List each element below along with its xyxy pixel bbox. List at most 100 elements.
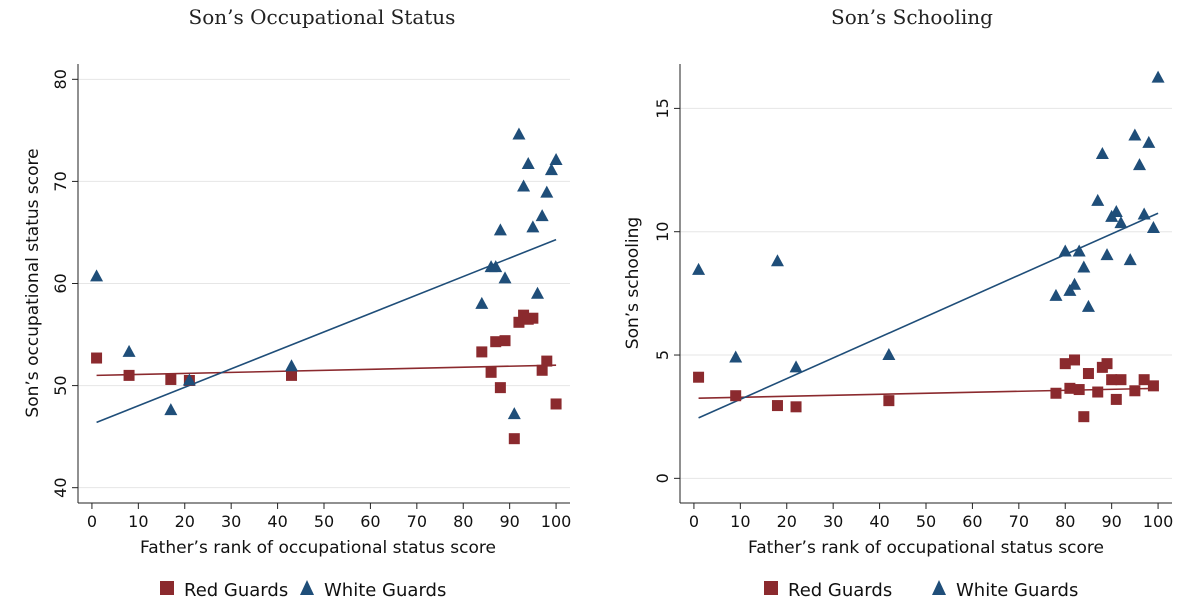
white-guards-point	[182, 373, 196, 386]
red-guards-point	[91, 352, 103, 364]
white-guards-point	[882, 348, 896, 361]
panel-1-fit-lines	[96, 238, 557, 424]
red-guards-fit-line	[96, 364, 557, 377]
red-guards-point	[1069, 354, 1081, 366]
red-guards-point	[693, 371, 705, 383]
red-guards-point	[123, 369, 135, 381]
x-tick-label-20: 20	[175, 512, 195, 531]
legend-2-white-guards-label: White Guards	[956, 580, 1078, 601]
white-guards-point	[521, 157, 535, 170]
white-guards-point	[512, 127, 526, 140]
red-guards-point	[513, 316, 525, 328]
panel-1-x-axis-label: Father’s rank of occupational status sco…	[140, 538, 496, 558]
red-guards-point	[550, 398, 562, 410]
y-tick-label-80: 80	[51, 69, 70, 89]
x-tick-label-80: 80	[1055, 512, 1075, 531]
x-tick-label-30: 30	[221, 512, 241, 531]
panel-occupational-status: Son’s Occupational Status 40 50 60 70 80 0 10 2…	[23, 5, 571, 601]
red-guards-point	[494, 382, 506, 394]
red-guards-point	[508, 433, 520, 445]
white-guards-point	[789, 360, 803, 373]
red-guards-point	[1082, 368, 1094, 380]
legend-2-white-guards-swatch	[932, 580, 946, 595]
white-guards-point	[493, 223, 507, 236]
x-tick-label-70: 70	[1009, 512, 1029, 531]
red-guards-point	[1106, 374, 1118, 386]
red-guards-point	[790, 401, 802, 413]
white-guards-point	[1114, 216, 1128, 229]
white-guards-point	[531, 286, 545, 299]
red-guards-point	[499, 335, 511, 347]
panel-1-ticks: 40 50 60 70 80 0 10 20 30 40 50 60 70 80 90 100	[51, 69, 571, 531]
x-tick-label-0: 0	[689, 512, 699, 531]
panel-2-y-axis-label: Son’s schooling	[623, 217, 643, 349]
white-guards-point	[535, 209, 549, 222]
legend-2-red-guards-label: Red Guards	[788, 580, 892, 601]
white-guards-point	[1146, 221, 1160, 234]
white-guards-point	[507, 407, 521, 420]
x-tick-label-30: 30	[823, 512, 843, 531]
red-guards-point	[1078, 411, 1090, 423]
x-tick-label-50: 50	[916, 512, 936, 531]
x-tick-label-0: 0	[87, 512, 97, 531]
x-tick-label-80: 80	[453, 512, 473, 531]
panel-1-points	[90, 127, 563, 445]
white-guards-point	[1091, 193, 1105, 206]
red-guards-point	[485, 366, 497, 378]
x-tick-label-10: 10	[730, 512, 750, 531]
white-guards-point	[1068, 277, 1082, 290]
red-guards-point	[286, 369, 298, 381]
white-guards-point	[1123, 253, 1137, 266]
panel-1-gridlines	[78, 78, 570, 489]
y-tick-label-70: 70	[51, 171, 70, 191]
red-guards-point	[1138, 374, 1150, 386]
white-guards-point	[540, 185, 554, 198]
panel-1-y-axis-label: Son’s occupational status score	[23, 148, 43, 417]
x-tick-label-50: 50	[314, 512, 334, 531]
white-guards-point	[526, 220, 540, 233]
panel-2-points	[692, 70, 1165, 423]
panel-2-x-axis-label: Father’s rank of occupational status sco…	[748, 538, 1104, 558]
red-guards-point	[730, 390, 742, 402]
x-tick-label-60: 60	[360, 512, 380, 531]
white-guards-point	[164, 403, 178, 416]
red-guards-point	[1129, 385, 1141, 397]
red-guards-point	[1059, 358, 1071, 370]
red-guards-point	[1147, 380, 1159, 392]
red-guards-fit-line	[698, 387, 1159, 399]
white-guards-point	[692, 262, 706, 275]
white-guards-point	[1133, 158, 1147, 171]
legend-2-red-guards-swatch	[764, 581, 778, 595]
panel-2-title: Son’s Schooling	[831, 5, 993, 29]
panel-2-gridlines	[680, 107, 1172, 479]
panel-1-legend: Red Guards White Guards	[160, 580, 446, 601]
y-tick-label-5: 5	[653, 350, 672, 360]
red-guards-point	[1064, 382, 1076, 394]
white-guards-point	[1077, 260, 1091, 273]
y-tick-label-15: 15	[653, 98, 672, 118]
white-guards-point	[544, 163, 558, 176]
white-guards-point	[1063, 283, 1077, 296]
white-guards-point	[549, 152, 563, 165]
y-tick-label-60: 60	[51, 273, 70, 293]
white-guards-point	[489, 260, 503, 273]
panel-schooling: Son’s Schooling 0 5 10 15 0 10 20 30 40 50 60 70 80 9…	[623, 5, 1173, 601]
white-guards-point	[770, 254, 784, 267]
red-guards-point	[883, 395, 895, 407]
red-guards-point	[490, 336, 502, 348]
white-guards-fit-line	[698, 212, 1159, 419]
x-tick-label-40: 40	[267, 512, 287, 531]
white-guards-point	[122, 344, 136, 357]
red-guards-point	[1050, 387, 1062, 399]
x-tick-label-10: 10	[128, 512, 148, 531]
y-tick-label-50: 50	[51, 375, 70, 395]
white-guards-point	[1081, 299, 1095, 312]
white-guards-point	[1072, 244, 1086, 257]
red-guards-point	[476, 346, 488, 358]
white-guards-point	[1058, 244, 1072, 257]
panel-2-fit-lines	[698, 212, 1159, 419]
panel-2-ticks: 0 5 10 15 0 10 20 30 40 50 60 70 80 90 100	[653, 98, 1173, 531]
white-guards-point	[285, 359, 299, 372]
legend-1-white-guards-label: White Guards	[324, 580, 446, 601]
